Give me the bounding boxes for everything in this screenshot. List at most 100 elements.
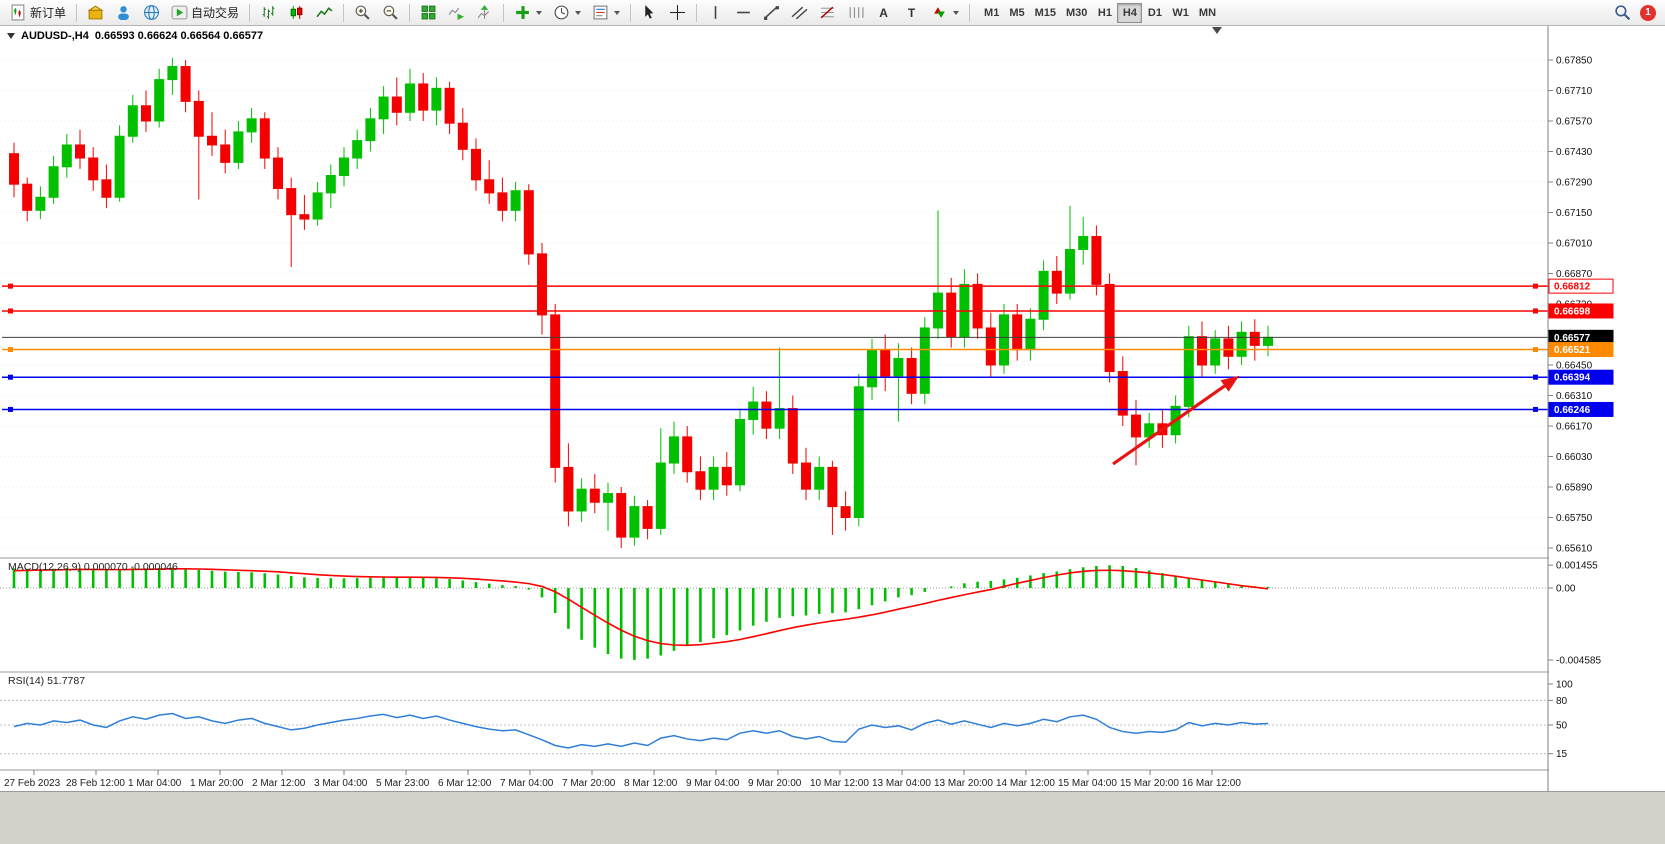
crosshair-button[interactable]: [664, 2, 691, 24]
toolbar-separator: [409, 3, 411, 22]
time-axis-label: 13 Mar 04:00: [872, 778, 931, 789]
chart-shift-button[interactable]: [471, 2, 498, 24]
rsi-pane[interactable]: [0, 673, 1548, 769]
candle: [972, 283, 983, 329]
bar-chart-button[interactable]: [255, 2, 282, 24]
line-handle[interactable]: [1533, 347, 1538, 353]
fibonacci-icon: [820, 6, 834, 19]
trendline-button[interactable]: [758, 2, 785, 24]
text-button[interactable]: A: [870, 2, 897, 24]
web-button[interactable]: [138, 2, 165, 24]
line-handle[interactable]: [1533, 374, 1538, 380]
main-toolbar: 新订单 自动交易: [0, 0, 1665, 26]
price-axis-label: 0.66870: [1556, 269, 1593, 280]
horizontal-line-button[interactable]: [730, 2, 757, 24]
timeframe-m15[interactable]: M15: [1030, 3, 1061, 23]
candle: [1223, 338, 1234, 357]
cursor-button[interactable]: [636, 2, 663, 24]
text-label-button[interactable]: T: [898, 2, 925, 24]
templates-button[interactable]: [587, 2, 625, 24]
candle: [840, 506, 851, 519]
candles-chart-button[interactable]: [283, 2, 310, 24]
candle: [9, 153, 19, 185]
time-axis-label: 9 Mar 04:00: [686, 778, 740, 789]
rsi-axis-label: 80: [1556, 696, 1568, 707]
candle: [180, 66, 191, 102]
cycle-lines-button[interactable]: [842, 2, 869, 24]
line-handle[interactable]: [8, 374, 13, 380]
timeframe-m1[interactable]: M1: [979, 3, 1004, 23]
timeframe-h4[interactable]: H4: [1117, 2, 1143, 23]
price-chart-canvas: 0.67850 0.67710 0.67570 0.67430 0.67290 0.671…: [0, 26, 1665, 792]
price-axis-label: 0.65750: [1556, 513, 1593, 524]
timeframe-mn[interactable]: MN: [1194, 3, 1221, 23]
candle: [695, 471, 706, 490]
price-pane[interactable]: [0, 26, 1548, 558]
text-label-tool-icon: T: [907, 5, 916, 20]
line-handle[interactable]: [1533, 406, 1538, 412]
candle: [1197, 336, 1207, 366]
price-badge-label: 0.66521: [1554, 345, 1591, 356]
candle: [985, 327, 996, 366]
candle: [906, 357, 917, 394]
auto-scroll-button[interactable]: [443, 2, 470, 24]
new-order-label: 新订单: [30, 6, 67, 20]
candles: [9, 57, 1273, 549]
candle: [220, 144, 231, 163]
time-axis-label: 15 Mar 04:00: [1058, 778, 1117, 789]
toolbar-separator: [76, 3, 78, 22]
candle: [946, 292, 957, 338]
search-icon[interactable]: [1614, 4, 1631, 21]
vertical-line-button[interactable]: [702, 2, 729, 24]
line-handle[interactable]: [1533, 308, 1538, 314]
candle: [774, 408, 785, 429]
candle: [246, 118, 257, 133]
new-order-button[interactable]: 新订单: [5, 2, 71, 24]
chart-shift-marker-icon[interactable]: [1212, 27, 1222, 34]
candle: [1236, 331, 1247, 357]
macd-pane[interactable]: [0, 559, 1548, 671]
periods-button[interactable]: [548, 2, 586, 24]
notification-badge[interactable]: 1: [1640, 4, 1656, 21]
zoom-out-button[interactable]: [377, 2, 404, 24]
timeframe-m30[interactable]: M30: [1061, 3, 1092, 23]
macd-label: MACD(12,26,9) 0.000070 -0.000046: [8, 561, 178, 573]
indicators-button[interactable]: [509, 2, 547, 24]
chart-collapse-icon[interactable]: [7, 33, 15, 39]
line-chart-icon: [316, 7, 333, 18]
market-button[interactable]: [82, 2, 109, 24]
timeframe-w1[interactable]: W1: [1167, 3, 1194, 23]
line-handle[interactable]: [8, 347, 13, 353]
channel-button[interactable]: [786, 2, 813, 24]
tile-windows-button[interactable]: [415, 2, 442, 24]
time-scale[interactable]: [0, 770, 1548, 791]
candle: [141, 105, 151, 122]
trendline-icon: [764, 6, 779, 20]
community-button[interactable]: [110, 2, 137, 24]
macd-signal-line: [13, 568, 1269, 647]
time-axis-label: 13 Mar 20:00: [934, 778, 993, 789]
line-handle[interactable]: [1533, 283, 1538, 289]
toolbar-separator: [343, 3, 345, 22]
arrows-tool-icon: [934, 7, 945, 18]
annotation-arrow[interactable]: [1112, 375, 1240, 466]
zoom-in-button[interactable]: [349, 2, 376, 24]
candle: [603, 493, 613, 503]
autotrading-button[interactable]: 自动交易: [166, 2, 244, 24]
price-axis-label: 0.67150: [1556, 208, 1593, 219]
line-handle[interactable]: [8, 283, 13, 289]
rsi-line: [13, 712, 1269, 749]
timeframe-h1[interactable]: H1: [1092, 3, 1117, 23]
candle: [1038, 270, 1049, 320]
arrows-button[interactable]: [926, 2, 964, 24]
fibonacci-button[interactable]: [814, 2, 841, 24]
candle: [88, 157, 99, 181]
timeframe-d1[interactable]: D1: [1142, 3, 1167, 23]
zoom-in-icon: [355, 5, 370, 20]
chart-window: AUDUSD-,H4 0.66593 0.66624 0.66564 0.665…: [0, 26, 1665, 792]
line-handle[interactable]: [8, 308, 13, 314]
timeframe-m5[interactable]: M5: [1004, 3, 1029, 23]
line-handle[interactable]: [8, 406, 13, 412]
price-scale[interactable]: [1548, 26, 1665, 770]
line-chart-button[interactable]: [311, 2, 338, 24]
